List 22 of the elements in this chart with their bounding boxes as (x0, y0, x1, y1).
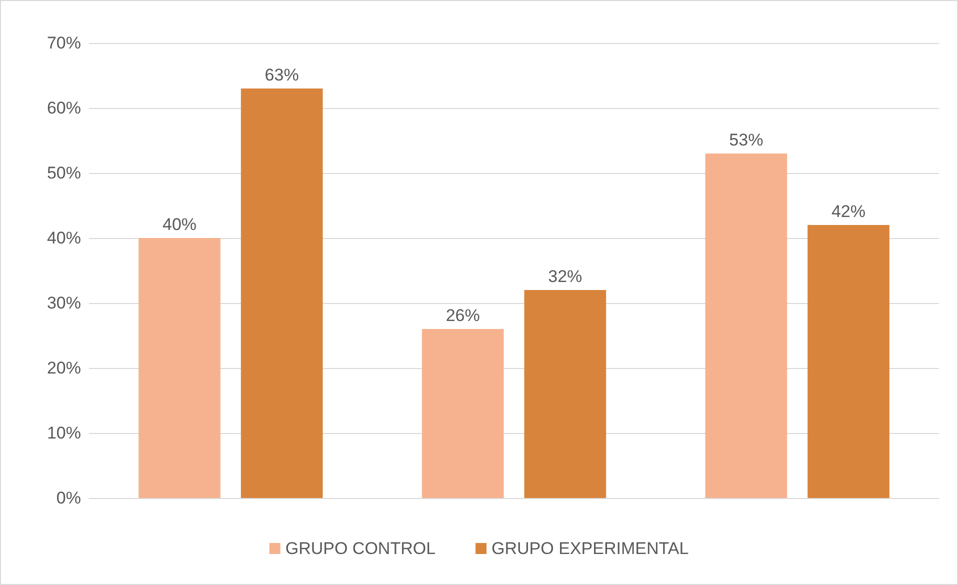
bar (138, 238, 220, 498)
y-tick-label: 70% (46, 34, 81, 52)
bar (524, 290, 606, 498)
data-label: 63% (264, 66, 299, 84)
legend-label: GRUPO CONTROL (285, 539, 436, 558)
y-tick-label: 0% (56, 488, 81, 508)
y-tick-label: 60% (46, 98, 81, 118)
y-tick-label: 10% (46, 424, 81, 442)
y-tick-label: 20% (46, 358, 81, 378)
legend-label: GRUPO EXPERIMENTAL (492, 539, 689, 558)
bar (422, 329, 504, 498)
bar (808, 225, 890, 498)
data-label: 53% (729, 130, 764, 150)
data-label: 32% (548, 267, 582, 286)
data-label: 26% (446, 306, 480, 325)
data-label: 42% (831, 202, 866, 221)
y-tick-label: 30% (46, 294, 81, 312)
bar (705, 154, 788, 498)
y-tick-label: 40% (46, 228, 81, 248)
data-label: 40% (162, 215, 197, 234)
bar (240, 88, 323, 498)
y-tick-label: 50% (46, 164, 81, 182)
